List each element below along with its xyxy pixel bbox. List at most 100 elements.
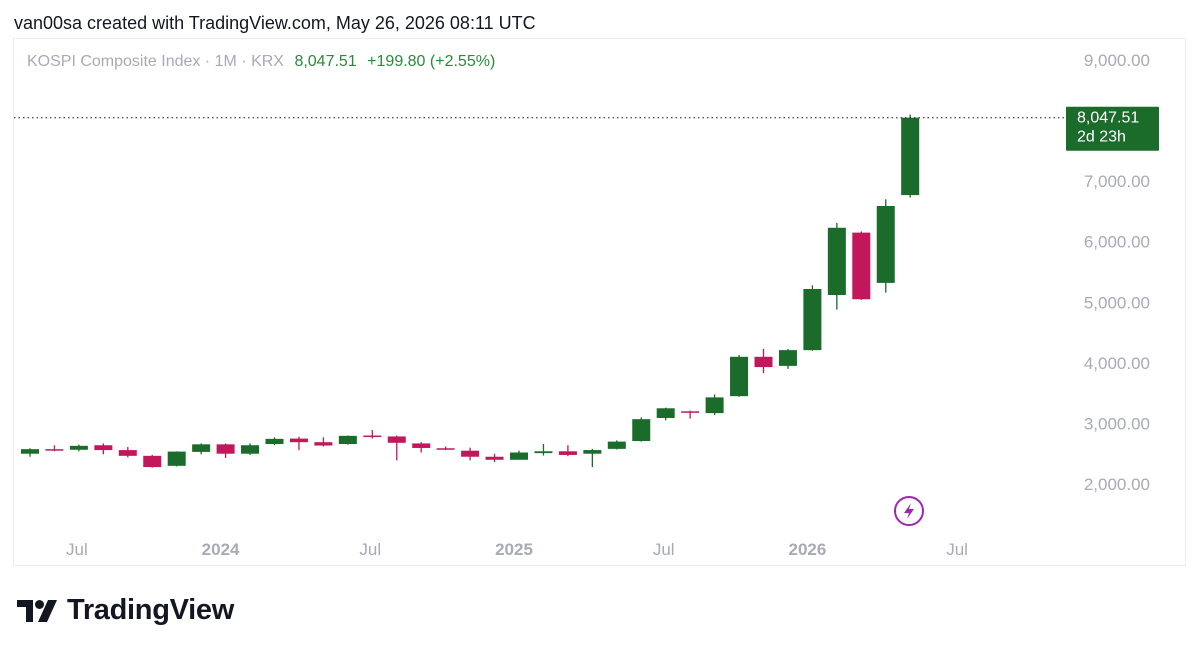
badge-price: 8,047.51	[1077, 110, 1139, 127]
y-tick-label: 2,000.00	[1084, 475, 1150, 494]
candle-body	[69, 445, 88, 450]
y-tick-label: 6,000.00	[1084, 233, 1150, 252]
candle	[632, 417, 651, 442]
candle-body	[656, 408, 675, 418]
candle-body	[94, 445, 113, 451]
candle	[461, 447, 480, 461]
price-chart[interactable]: 2,000.00 3,000.00 4,000.00 5,000.00 6,000.00…	[0, 0, 1200, 590]
chart-frame[interactable]	[13, 38, 1186, 566]
candle-body	[21, 449, 39, 454]
x-axis: Jul 2024 Jul 2025 Jul 2026 Jul	[66, 540, 968, 559]
candle	[314, 437, 333, 447]
candle	[118, 447, 137, 458]
candle	[705, 394, 724, 415]
candle	[436, 446, 455, 451]
candle-body	[754, 356, 773, 368]
candle-body	[45, 449, 64, 451]
candle-body	[510, 452, 528, 460]
tradingview-logo[interactable]: TradingView	[17, 594, 234, 627]
candle	[901, 114, 920, 198]
symbol-legend[interactable]: KOSPI Composite Index · 1M · KRX 8,047.5…	[27, 53, 495, 71]
candle-body	[338, 435, 357, 445]
candle	[656, 407, 675, 421]
candle	[485, 453, 504, 463]
y-tick-label: 4,000.00	[1084, 354, 1150, 373]
candle	[69, 444, 88, 452]
last-value: 8,047.51	[294, 53, 357, 70]
candle-body	[143, 455, 162, 468]
candle-body	[730, 356, 749, 397]
candle-body	[216, 444, 235, 454]
candle	[289, 436, 308, 451]
last-price-badge: 8,047.51 2d 23h	[1066, 106, 1159, 151]
badge-countdown: 2d 23h	[1077, 129, 1126, 146]
candle-body	[558, 451, 577, 455]
candle-body	[387, 436, 406, 443]
x-tick-label: Jul	[359, 540, 381, 559]
candle	[876, 199, 895, 293]
candle-body	[827, 227, 846, 296]
candle	[363, 430, 382, 439]
candle-body	[852, 232, 871, 300]
candle-body	[167, 451, 186, 466]
candle	[338, 435, 357, 445]
candle	[558, 445, 577, 457]
candle	[778, 348, 797, 369]
candle	[534, 444, 553, 456]
y-tick-label: 3,000.00	[1084, 414, 1150, 433]
candle	[412, 442, 431, 453]
candle-body	[632, 419, 651, 441]
candle	[94, 443, 113, 455]
x-tick-label: 2025	[495, 540, 533, 559]
candle-body	[583, 450, 602, 454]
candle-body	[901, 117, 920, 196]
brand-name: TradingView	[67, 594, 234, 626]
candle	[143, 454, 162, 468]
tradingview-logo-icon	[17, 599, 57, 622]
candle	[681, 410, 700, 419]
candle	[607, 440, 626, 450]
candles-group	[21, 114, 920, 468]
candle	[21, 448, 39, 457]
candle	[754, 348, 773, 374]
candle-body	[681, 411, 700, 413]
candle-body	[363, 435, 382, 438]
candle	[241, 443, 260, 455]
candle-body	[705, 397, 724, 414]
candle	[387, 435, 406, 461]
candle-body	[192, 444, 211, 452]
candle-body	[534, 451, 553, 454]
candle	[583, 448, 602, 468]
candle	[45, 445, 64, 452]
candle	[265, 437, 284, 446]
candle-body	[778, 350, 797, 366]
candle	[730, 354, 749, 397]
candle-body	[876, 205, 895, 283]
candle-body	[265, 438, 284, 445]
candle-body	[241, 445, 260, 454]
candle	[852, 231, 871, 300]
badge-background	[1066, 106, 1159, 151]
candle-body	[436, 448, 455, 450]
candle	[827, 222, 846, 310]
candle	[192, 443, 211, 455]
x-tick-label: Jul	[66, 540, 88, 559]
x-tick-label: Jul	[946, 540, 968, 559]
candle-body	[607, 441, 626, 449]
change-value: +199.80 (+2.55%)	[367, 53, 496, 70]
candle-body	[461, 450, 480, 457]
y-tick-label: 7,000.00	[1084, 172, 1150, 191]
candle-body	[118, 450, 137, 456]
x-tick-label: 2024	[202, 540, 240, 559]
lightning-bolt-icon[interactable]	[894, 496, 924, 526]
chart-caption: van00sa created with TradingView.com, Ma…	[14, 13, 536, 33]
y-tick-label: 9,000.00	[1084, 51, 1150, 70]
symbol-info: KOSPI Composite Index · 1M · KRX	[27, 53, 284, 70]
candle	[803, 285, 822, 351]
candle	[510, 450, 528, 460]
candle	[167, 451, 186, 467]
candle-body	[289, 438, 308, 443]
x-tick-label: 2026	[788, 540, 826, 559]
y-tick-label: 5,000.00	[1084, 293, 1150, 312]
y-axis: 2,000.00 3,000.00 4,000.00 5,000.00 6,000.00…	[1084, 51, 1150, 494]
